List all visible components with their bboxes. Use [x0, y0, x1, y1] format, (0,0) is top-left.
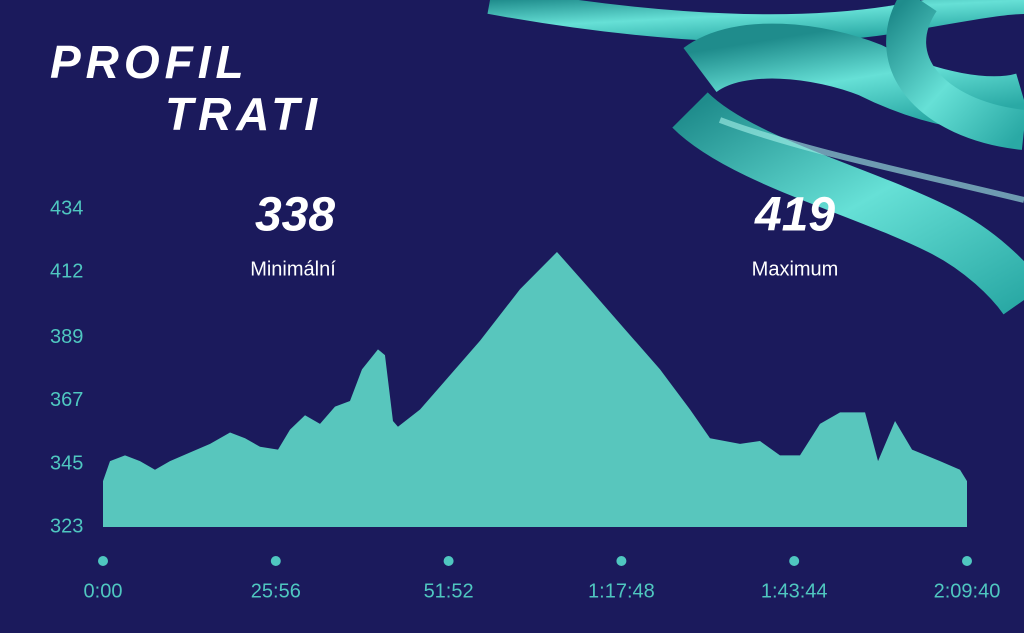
- x-tick-label: 2:09:40: [934, 580, 1001, 602]
- ribbon-decoration: [487, 0, 1024, 315]
- x-tick-label: 1:43:44: [761, 580, 828, 602]
- x-tick-dot: [270, 556, 281, 566]
- stat-value: 338: [255, 189, 335, 242]
- x-tick-label: 25:56: [251, 580, 301, 602]
- y-tick-label: 367: [50, 389, 83, 411]
- x-tick-dot: [616, 556, 627, 566]
- x-tick-dot: [98, 556, 108, 566]
- x-tick-label: 1:17:48: [588, 580, 655, 602]
- title-line: PROFIL: [50, 36, 249, 88]
- title-line: TRATI: [165, 88, 322, 140]
- x-tick-label: 0:00: [84, 580, 123, 602]
- y-tick-label: 389: [50, 326, 83, 348]
- x-tick-dot: [962, 556, 972, 566]
- stat-value: 419: [754, 189, 835, 242]
- y-tick-label: 412: [50, 260, 83, 282]
- elevation-area: [103, 251, 967, 528]
- x-tick-label: 51:52: [424, 580, 474, 602]
- x-tick-dot: [789, 556, 800, 566]
- stat-label: Maximum: [752, 258, 839, 280]
- y-tick-label: 323: [50, 515, 83, 537]
- x-tick-dot: [443, 556, 454, 566]
- stat-label: Minimální: [250, 258, 336, 280]
- y-tick-label: 434: [50, 197, 83, 219]
- y-tick-label: 345: [50, 452, 83, 474]
